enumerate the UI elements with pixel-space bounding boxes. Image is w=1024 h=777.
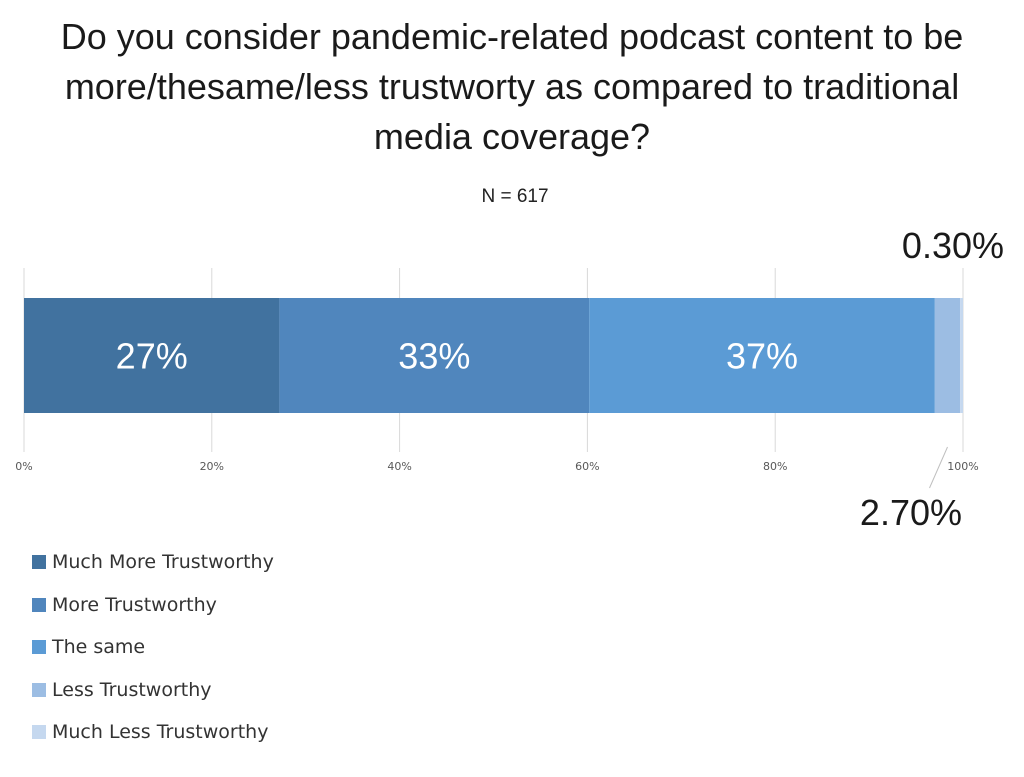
legend-item-the-same: The same: [32, 633, 274, 661]
bar-segment: [960, 298, 963, 413]
legend-swatch: [32, 597, 46, 612]
legend-swatch: [32, 555, 46, 569]
legend-item-much-more-trustworthy: Much More Trustworthy: [32, 548, 274, 576]
x-tick-label: 0%: [15, 460, 32, 473]
x-tick-label: 80%: [763, 460, 787, 473]
legend-swatch: [32, 682, 46, 697]
chart-subtitle: N = 617: [481, 186, 549, 207]
legend-label: More Trustworthy: [52, 593, 217, 616]
legend-swatch: [32, 640, 46, 654]
title-line: more/thesame/less trustworty as compared…: [64, 66, 960, 107]
title-line: Do you consider pandemic-related podcast…: [60, 16, 964, 57]
legend-item-less-trustworthy: Less Trustworthy: [32, 676, 274, 704]
leader-line: [929, 446, 948, 489]
bar-segment: [589, 298, 935, 413]
legend-swatch: [32, 725, 46, 739]
legend-label: Much More Trustworthy: [52, 551, 274, 573]
legend-label: Less Trustworthy: [52, 678, 212, 701]
x-tick-label: 60%: [575, 460, 599, 473]
data-label: 33%: [398, 336, 470, 377]
data-label: 0.30%: [902, 225, 1004, 266]
data-label: 2.70%: [860, 492, 962, 533]
legend: Much More Trustworthy More Trustworthy T…: [32, 548, 274, 761]
bar-segment: [279, 298, 590, 413]
x-tick-label: 40%: [387, 460, 411, 473]
x-tick-label: 20%: [200, 460, 224, 473]
legend-label: The same: [52, 636, 146, 658]
legend-item-more-trustworthy: More Trustworthy: [32, 591, 274, 619]
bar-segment: [24, 298, 280, 413]
bar-segment: [934, 298, 961, 413]
legend-label: Much Less Trustworthy: [52, 721, 269, 743]
x-tick-label: 100%: [947, 460, 978, 473]
chart-title: Do you consider pandemic-related podcast…: [0, 12, 1024, 162]
title-line: media coverage?: [373, 116, 651, 157]
data-label: 27%: [116, 336, 188, 377]
data-label: 37%: [726, 336, 798, 377]
legend-item-much-less-trustworthy: Much Less Trustworthy: [32, 718, 274, 746]
